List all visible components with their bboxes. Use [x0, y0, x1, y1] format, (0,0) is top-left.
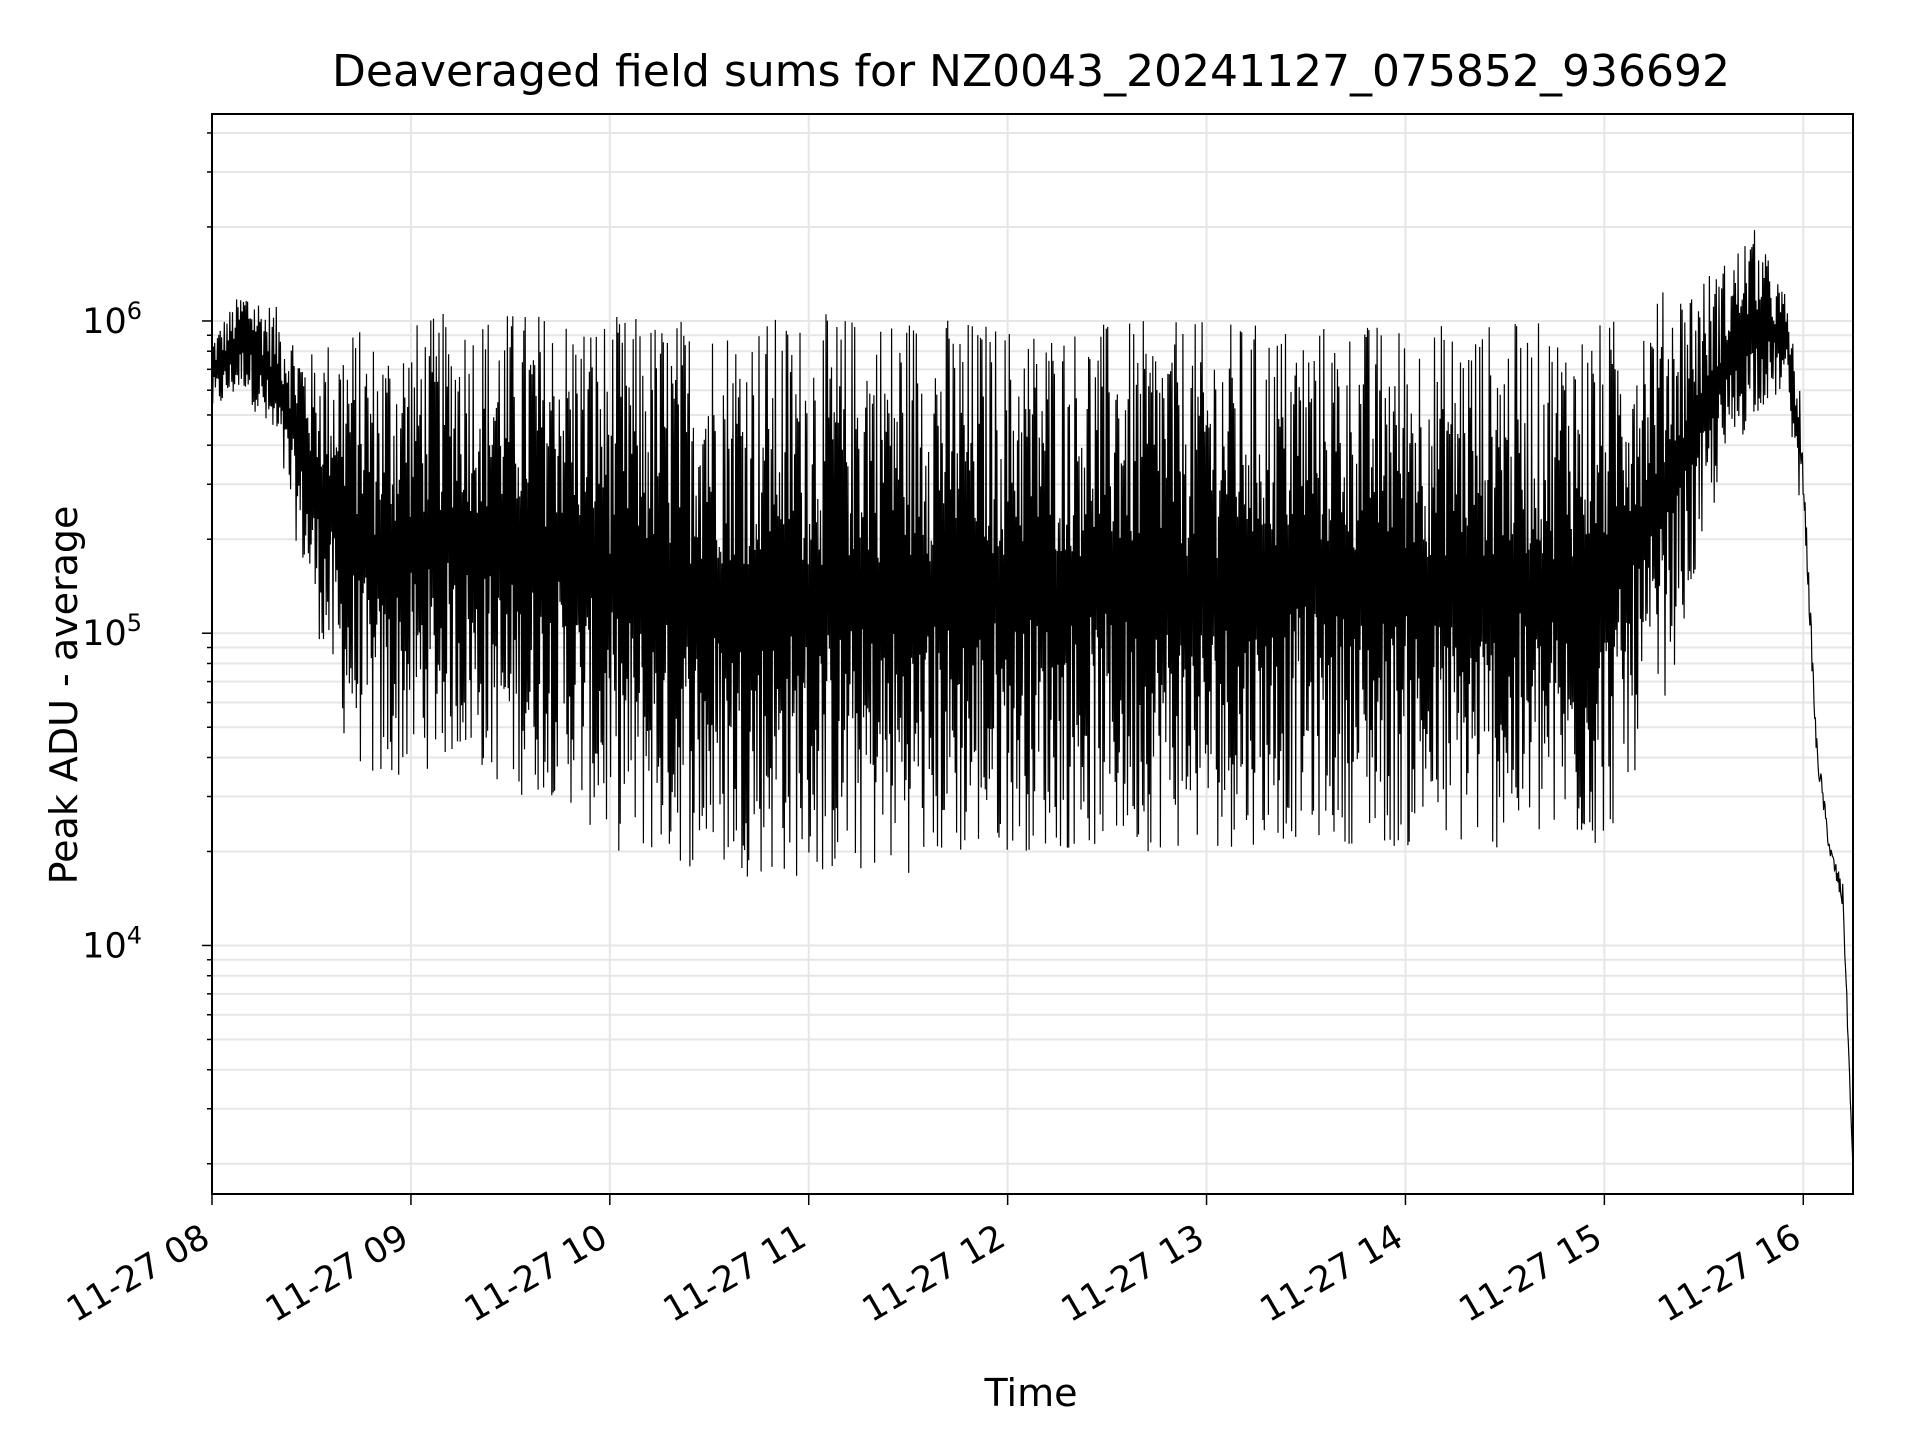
plot-frame [211, 113, 1854, 1195]
chart-title: Deaveraged field sums for NZ0043_2024112… [332, 46, 1730, 97]
y-tick-label: 104 [82, 921, 142, 966]
y-tick-label: 106 [82, 297, 142, 342]
y-tick-label: 105 [82, 609, 142, 654]
y-axis-label: Peak ADU - average [42, 506, 86, 885]
y-tick-exponent: 6 [127, 297, 142, 325]
x-axis-label: Time [984, 1371, 1078, 1415]
y-tick-base: 10 [82, 614, 127, 654]
series-group [211, 230, 1854, 1170]
series-line [211, 230, 1854, 1170]
y-tick-exponent: 4 [127, 921, 142, 949]
y-tick-exponent: 5 [127, 609, 142, 637]
y-tick-base: 10 [82, 302, 127, 342]
y-tick-base: 10 [82, 926, 127, 966]
